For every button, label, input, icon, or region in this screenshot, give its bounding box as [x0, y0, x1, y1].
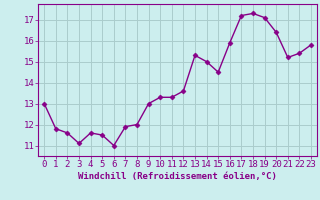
X-axis label: Windchill (Refroidissement éolien,°C): Windchill (Refroidissement éolien,°C)	[78, 172, 277, 181]
